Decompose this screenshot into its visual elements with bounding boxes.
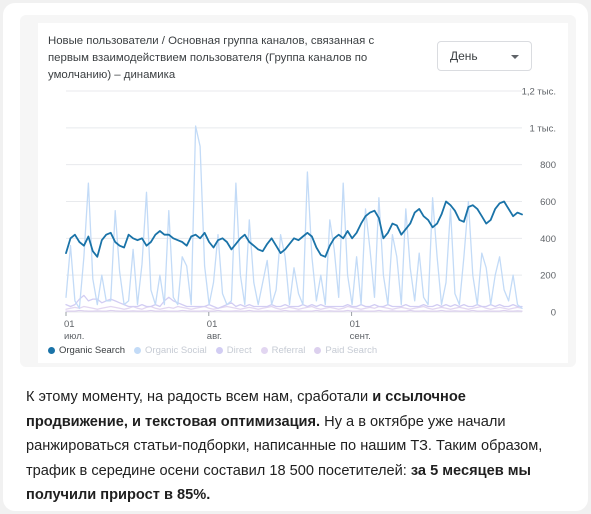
- legend-item-direct[interactable]: Direct: [215, 345, 252, 356]
- x-tick-month-label: сент.: [350, 331, 371, 342]
- x-tick-day-label: 01: [350, 319, 361, 330]
- article-text-1: К этому моменту, на радость всем нам, ср…: [26, 389, 373, 405]
- article-text-2: Ну а в октябре уже начали ранжироваться …: [26, 413, 543, 479]
- series-line-referral: [65, 305, 523, 310]
- series-line-organic-search: [65, 200, 523, 258]
- caret-down-icon: [511, 55, 519, 59]
- legend-dot-icon: [215, 346, 223, 354]
- series-line-direct: [65, 294, 523, 309]
- x-tick-day-label: 01: [207, 319, 218, 330]
- legend-dot-icon: [48, 346, 55, 354]
- x-tick-month-label: июл.: [64, 331, 84, 342]
- x-tick-month-label: авг.: [207, 331, 222, 342]
- legend-label: Paid Search: [325, 345, 378, 356]
- y-tick-label: 400: [540, 234, 556, 245]
- chart-card: Новые пользователи / Основная группа кан…: [38, 23, 568, 363]
- y-tick-label: 0: [551, 308, 556, 319]
- y-tick-label: 600: [540, 197, 556, 208]
- legend-item-organic-social[interactable]: Organic Social: [134, 345, 207, 356]
- granularity-dropdown[interactable]: День: [437, 41, 532, 71]
- y-tick-label: 800: [540, 160, 556, 171]
- legend-label: Organic Search: [59, 345, 126, 356]
- chart-title: Новые пользователи / Основная группа кан…: [48, 35, 375, 81]
- legend-dot-icon: [314, 346, 322, 354]
- y-tick-label: 1,2 тыс.: [522, 87, 556, 98]
- article-bold-1: и ссылочное продвижение, и текстовая опт…: [26, 389, 466, 430]
- chart-legend: Organic Search Organic Social Direct Referr…: [48, 345, 386, 359]
- article-paragraph: К этому моменту, на радость всем нам, ср…: [26, 385, 566, 508]
- legend-dot-icon: [260, 346, 268, 354]
- y-tick-label: 200: [540, 271, 556, 282]
- x-tick-day-label: 01: [64, 319, 75, 330]
- series-line-organic-social: [65, 125, 523, 309]
- series-line-paid-search: [65, 309, 523, 312]
- article-bold-2: за 5 месяцев мы получили прирост в 85%.: [26, 462, 531, 504]
- legend-label: Organic Social: [145, 345, 207, 356]
- chart-panel: Новые пользователи / Основная группа кан…: [20, 15, 576, 367]
- legend-item-paid-search[interactable]: Paid Search: [314, 345, 377, 356]
- legend-item-organic-search[interactable]: Organic Search: [48, 345, 125, 356]
- legend-label: Referral: [271, 345, 306, 356]
- granularity-value: День: [450, 49, 478, 63]
- legend-item-referral[interactable]: Referral: [260, 345, 306, 356]
- legend-label: Direct: [226, 345, 252, 356]
- legend-dot-icon: [134, 346, 142, 354]
- y-tick-label: 1 тыс.: [530, 123, 557, 134]
- content-card: Новые пользователи / Основная группа кан…: [3, 3, 588, 511]
